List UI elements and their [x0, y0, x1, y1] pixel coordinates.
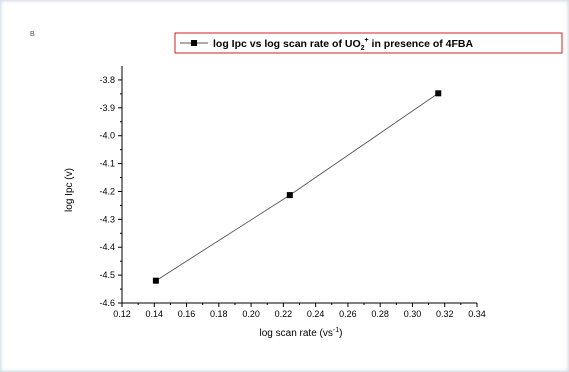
corner-mark: B	[30, 31, 35, 38]
x-tick-label: 0.30	[404, 309, 422, 319]
series	[152, 90, 442, 284]
x-tick-label: 0.34	[468, 309, 486, 319]
y-tick-label: -4.0	[99, 131, 115, 141]
x-tick-label: 0.32	[436, 309, 454, 319]
x-tick-label: 0.16	[178, 309, 196, 319]
data-point	[152, 277, 159, 284]
x-tick-label: 0.26	[339, 309, 357, 319]
y-tick-label: -4.6	[99, 298, 115, 308]
data-point	[435, 90, 442, 97]
y-tick-label: -4.2	[99, 186, 115, 196]
x-ticks: 0.12 0.14 0.16 0.18 0.20 0.22 0.24 0.26 0.28 0.30…	[113, 303, 486, 319]
y-tick-label: -3.8	[99, 75, 115, 85]
y-tick-label: -4.1	[99, 159, 115, 169]
x-tick-label: 0.22	[275, 309, 293, 319]
series-line	[155, 92, 439, 282]
legend: log Ipc vs log scan rate of UO2+ in pres…	[174, 32, 563, 54]
legend-box	[174, 32, 563, 54]
legend-marker-swatch	[191, 40, 197, 46]
x-tick-label: 0.28	[371, 309, 389, 319]
axes	[121, 66, 477, 304]
y-tick-label: -4.4	[99, 242, 115, 252]
y-tick-label: -4.3	[99, 214, 115, 224]
x-axis-title: log scan rate (vs-1)	[260, 327, 343, 339]
data-point	[286, 192, 293, 199]
y-axis-title: log Ipc (v)	[64, 168, 75, 212]
x-tick-label: 0.14	[146, 309, 164, 319]
x-tick-label: 0.20	[242, 309, 260, 319]
y-tick-label: -3.9	[99, 103, 115, 113]
legend-label: log Ipc vs log scan rate of UO2+ in pres…	[213, 37, 473, 52]
y-ticks: -3.8 -3.9 -4.0 -4.1 -4.2 -4.3 -4.4 -4.5 -4.6	[99, 75, 122, 308]
y-tick-label: -4.5	[99, 270, 115, 280]
x-tick-label: 0.18	[210, 309, 228, 319]
x-tick-label: 0.12	[113, 309, 131, 319]
x-tick-label: 0.24	[307, 309, 325, 319]
